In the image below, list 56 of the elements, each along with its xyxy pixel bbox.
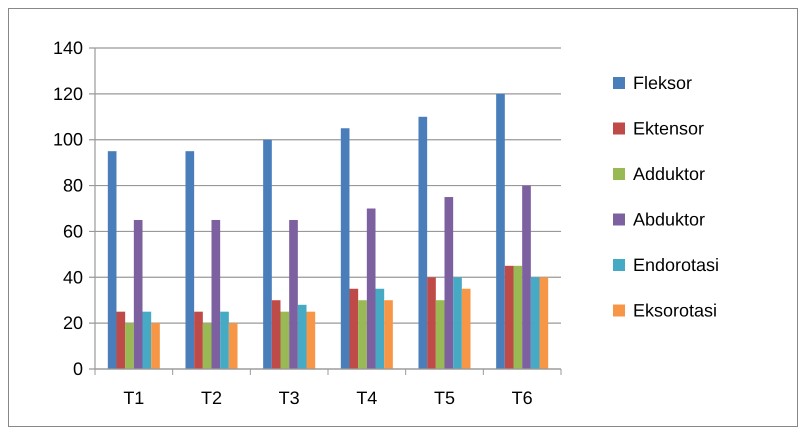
- legend-label: Fleksor: [633, 73, 692, 93]
- bar: [496, 94, 505, 369]
- bar: [436, 300, 444, 369]
- y-tick-label: 0: [72, 359, 83, 379]
- bar: [349, 288, 358, 369]
- legend-label: Adduktor: [633, 164, 706, 184]
- bar: [212, 220, 220, 369]
- bar: [530, 277, 540, 369]
- bar: [185, 151, 194, 369]
- bar: [202, 323, 212, 369]
- bar: [384, 300, 393, 369]
- bar: [513, 266, 522, 369]
- bar: [522, 186, 531, 369]
- bar: [263, 140, 272, 369]
- y-tick-label: 60: [62, 221, 83, 242]
- y-tick-label: 100: [52, 130, 83, 150]
- x-tick-label: T1: [123, 388, 144, 408]
- bar: [142, 312, 152, 369]
- bar: [366, 208, 376, 369]
- bar: [376, 288, 384, 369]
- bar: [306, 312, 316, 369]
- bar: [289, 220, 298, 369]
- x-tick-label: T3: [278, 388, 300, 408]
- x-tick-label: T5: [434, 388, 456, 408]
- bar: [418, 116, 428, 369]
- bar: [462, 288, 471, 369]
- bar: [504, 266, 514, 369]
- bar: [125, 323, 134, 369]
- bar: [220, 312, 229, 369]
- legend-label: Eksorotasi: [633, 300, 718, 320]
- legend-label: Ektensor: [633, 118, 704, 138]
- y-tick-label: 120: [52, 84, 83, 104]
- bar: [453, 277, 462, 369]
- x-tick-label: T6: [512, 388, 533, 408]
- x-tick-label: T4: [356, 388, 378, 408]
- bar: [134, 220, 143, 369]
- bar: [194, 312, 203, 369]
- bar: [228, 323, 238, 369]
- legend-label: Endorotasi: [633, 255, 720, 275]
- bar: [427, 277, 436, 369]
- bar: [280, 312, 290, 369]
- bar: [108, 151, 116, 369]
- bar: [116, 312, 126, 369]
- y-tick-label: 80: [62, 176, 83, 196]
- bar: [444, 197, 454, 369]
- x-tick-label: T2: [200, 388, 222, 408]
- y-tick-label: 40: [62, 267, 83, 288]
- bar: [151, 323, 160, 369]
- bar: [358, 300, 367, 369]
- legend-label: Abduktor: [633, 210, 706, 230]
- bar: [272, 300, 280, 369]
- bar: [340, 128, 350, 369]
- bar: [540, 277, 548, 369]
- y-tick-label: 20: [62, 313, 83, 334]
- bar: [298, 304, 307, 369]
- y-tick-label: 140: [52, 38, 83, 58]
